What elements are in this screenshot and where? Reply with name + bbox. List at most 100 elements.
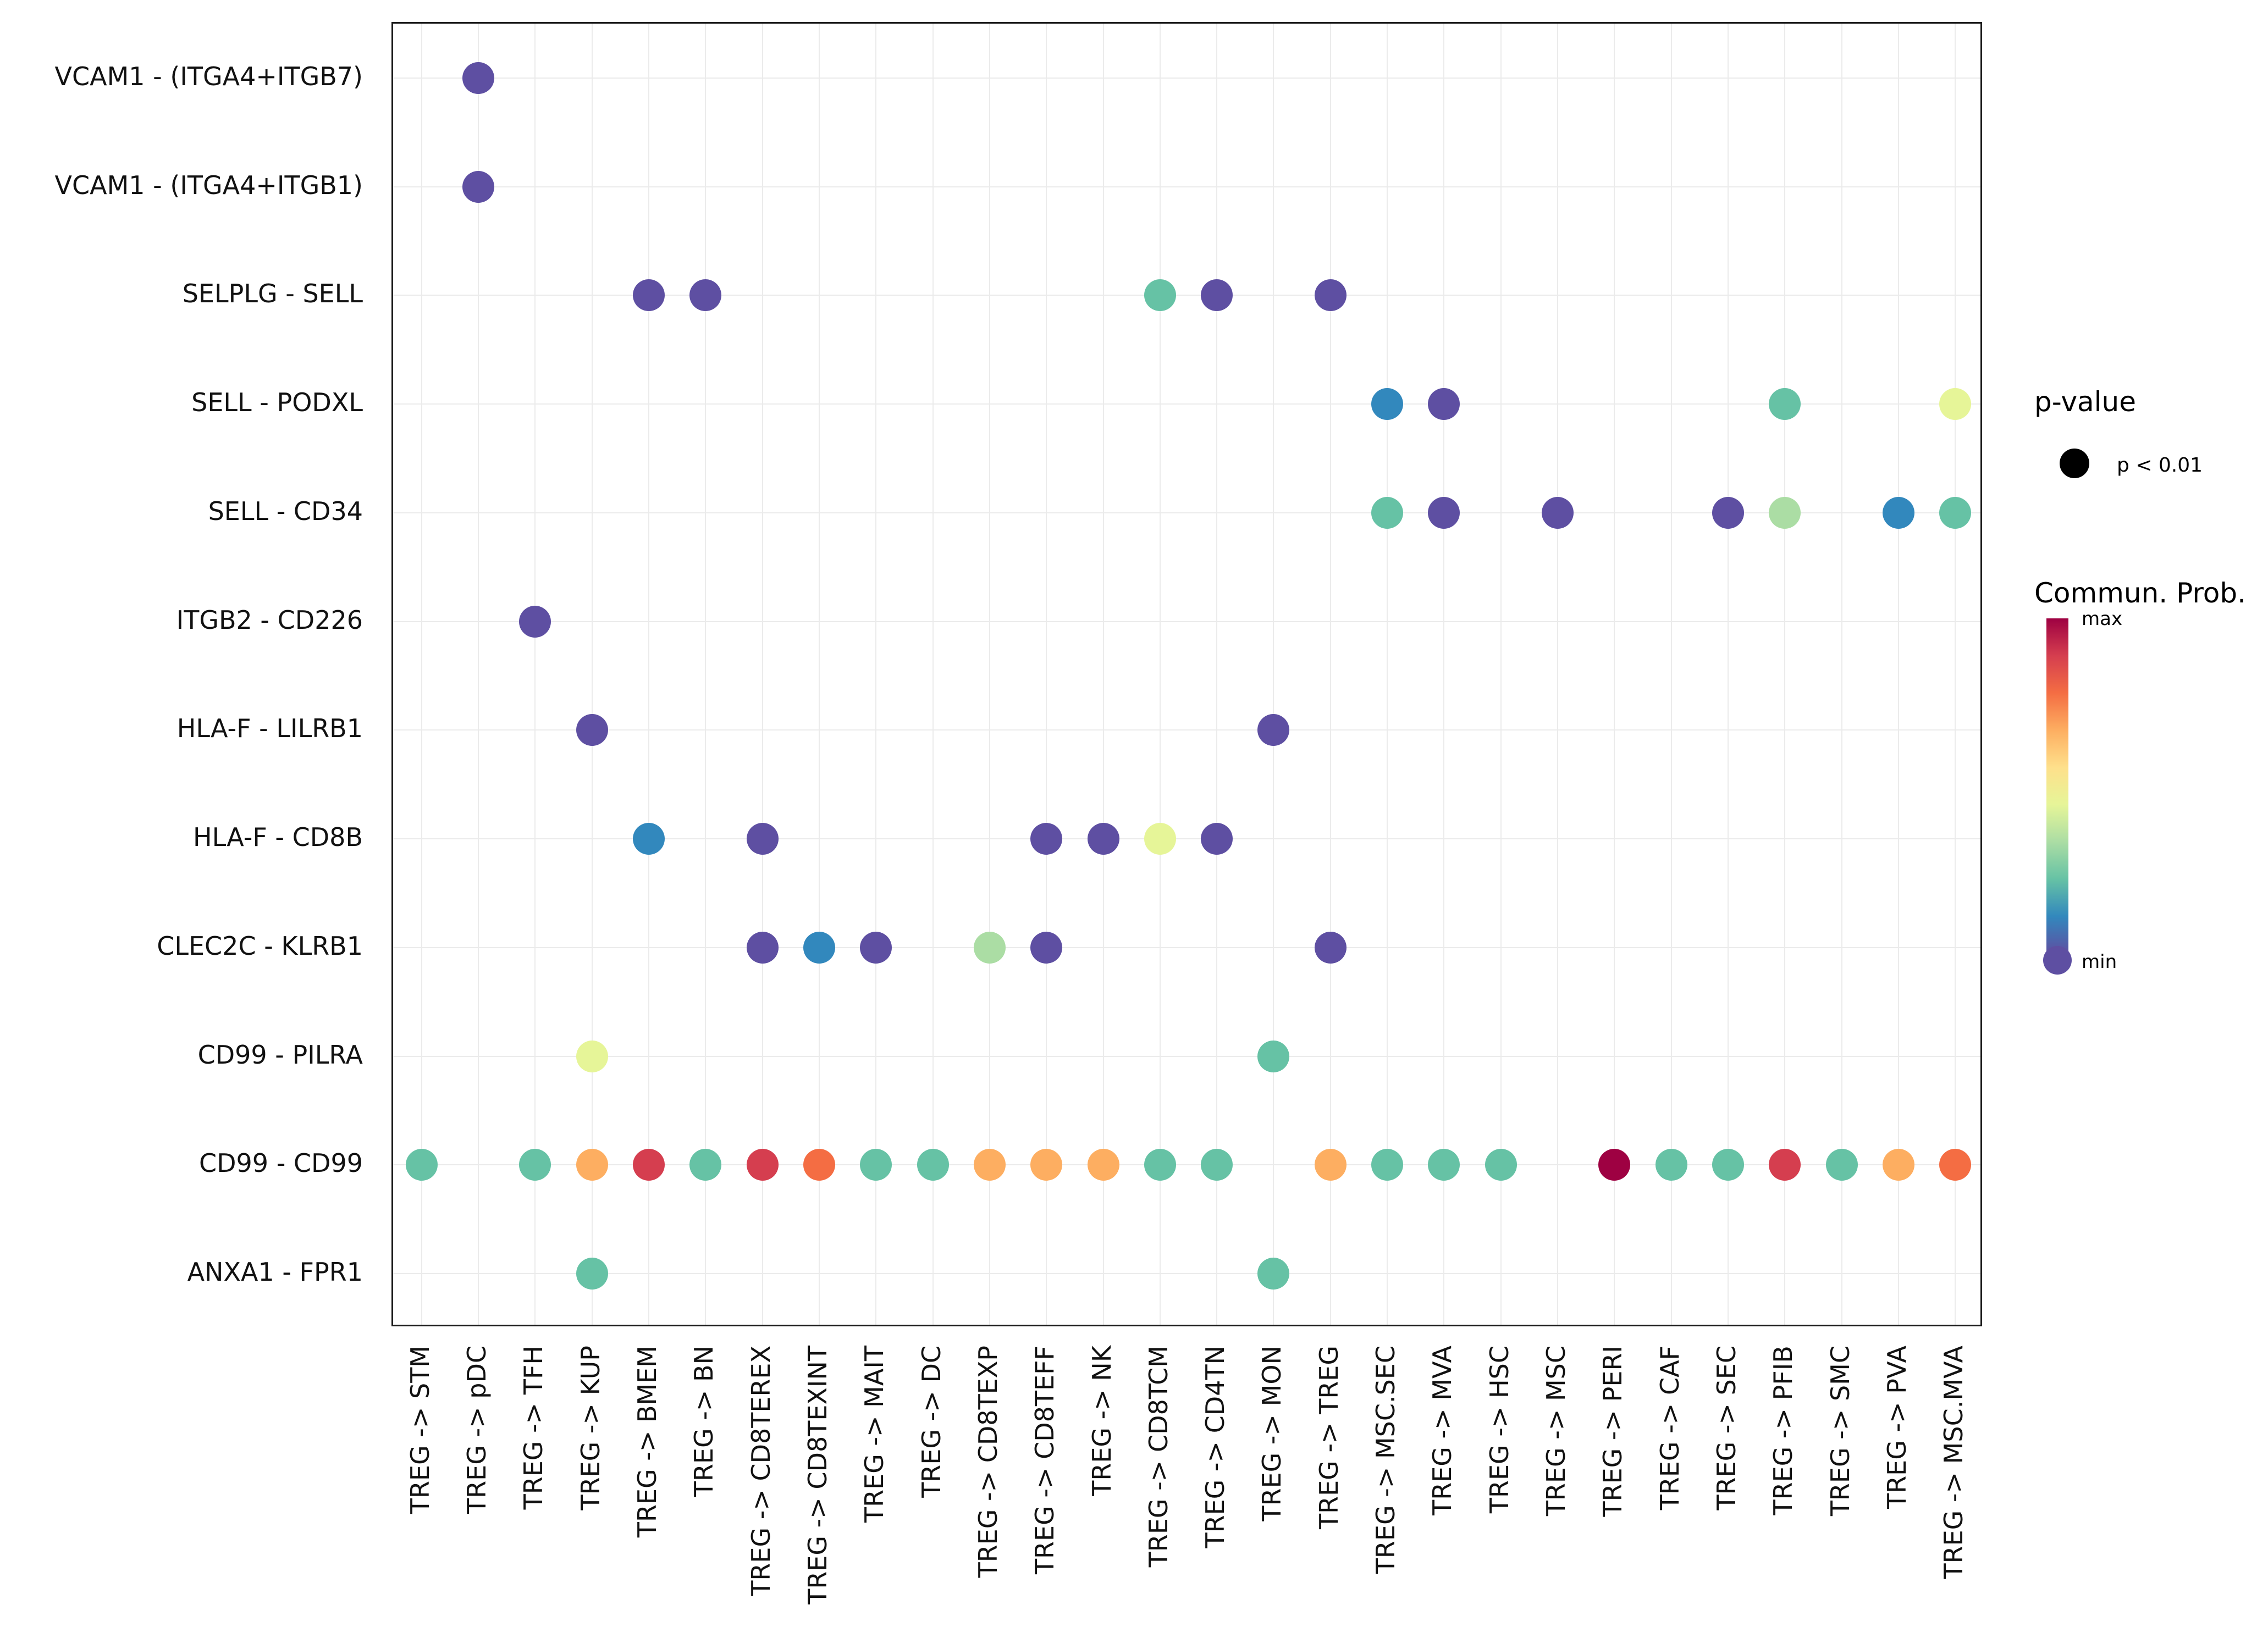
data-point (1087, 823, 1119, 855)
data-point (803, 931, 835, 964)
gridline-vertical (1784, 24, 1786, 1325)
pvalue-legend-title: p-value (2034, 386, 2137, 418)
y-axis-label: CD99 - PILRA (197, 1039, 363, 1070)
data-point (1825, 1149, 1858, 1181)
data-point (632, 823, 665, 855)
y-axis-label: VCAM1 - (ITGA4+ITGB1) (54, 170, 363, 200)
gridline-horizontal (393, 1273, 1980, 1275)
data-point (1542, 496, 1574, 529)
data-point (1201, 279, 1233, 312)
data-point (973, 931, 1006, 964)
y-axis-label: ITGB2 - CD226 (176, 605, 363, 635)
gridline-vertical (1614, 24, 1615, 1325)
gridline-vertical (1500, 24, 1502, 1325)
gridline-vertical (761, 24, 763, 1325)
x-axis-label: TREG -> TREG (1314, 1346, 1344, 1529)
x-axis-label: TREG -> DC (916, 1346, 946, 1498)
data-point (1144, 823, 1176, 855)
gridline-vertical (705, 24, 707, 1325)
gridline-vertical (1329, 24, 1331, 1325)
data-point (1883, 1149, 1915, 1181)
data-point (860, 1149, 892, 1181)
gridline-horizontal (393, 1164, 1980, 1166)
data-point (1030, 931, 1063, 964)
data-point (576, 1258, 608, 1290)
data-point (576, 1149, 608, 1181)
x-axis-label: TREG -> MVA (1427, 1346, 1458, 1515)
data-point (1201, 1149, 1233, 1181)
data-point (1883, 496, 1915, 529)
data-point (1314, 931, 1347, 964)
x-axis-label: TREG -> MSC (1541, 1346, 1571, 1517)
x-axis-label: TREG -> KUP (575, 1346, 605, 1510)
data-point (746, 823, 779, 855)
x-axis-label: TREG -> PVA (1882, 1346, 1912, 1509)
data-point (632, 279, 665, 312)
data-point (1485, 1149, 1517, 1181)
data-point (1428, 1149, 1460, 1181)
x-axis-label: TREG -> TFH (518, 1346, 549, 1510)
x-axis-label: TREG -> MAIT (859, 1346, 890, 1523)
data-point (632, 1149, 665, 1181)
data-point (1769, 1149, 1801, 1181)
x-axis-label: TREG -> HSC (1484, 1346, 1514, 1514)
plot-area (391, 22, 1982, 1326)
data-point (1939, 496, 1972, 529)
data-point (1769, 496, 1801, 529)
gridline-vertical (534, 24, 536, 1325)
gridline-horizontal (393, 729, 1980, 731)
data-point (1371, 388, 1404, 420)
x-axis-label: TREG -> CD8TCM (1143, 1346, 1173, 1568)
data-point (1428, 496, 1460, 529)
x-axis-label: TREG -> CD8TEXINT (802, 1346, 832, 1604)
colorbar-gradient (2046, 618, 2068, 954)
x-axis-label: TREG -> CD4TN (1200, 1346, 1230, 1548)
x-axis-label: TREG -> CD8TEREX (746, 1346, 776, 1596)
data-point (1314, 279, 1347, 312)
data-point (1371, 496, 1404, 529)
data-point (1030, 1149, 1063, 1181)
gridline-vertical (477, 24, 479, 1325)
data-point (462, 62, 494, 94)
data-point (1939, 1149, 1972, 1181)
data-point (1712, 496, 1745, 529)
gridline-vertical (1728, 24, 1729, 1325)
gridline-vertical (818, 24, 820, 1325)
gridline-vertical (1670, 24, 1672, 1325)
y-axis-label: SELL - CD34 (208, 496, 363, 526)
data-point (1769, 388, 1801, 420)
data-point (405, 1149, 438, 1181)
x-axis-label: TREG -> STM (405, 1346, 435, 1514)
x-axis-label: TREG -> BMEM (632, 1346, 662, 1538)
gridline-vertical (1443, 24, 1445, 1325)
gridline-vertical (1387, 24, 1388, 1325)
data-point (1314, 1149, 1347, 1181)
pvalue-dot-icon (2060, 449, 2089, 478)
x-axis-label: TREG -> SEC (1712, 1346, 1742, 1510)
data-point (746, 931, 779, 964)
gridline-horizontal (393, 838, 1980, 840)
data-point (689, 279, 722, 312)
data-point (973, 1149, 1006, 1181)
data-point (519, 605, 551, 638)
gridline-vertical (591, 24, 593, 1325)
colorbar-min-label: min (2082, 951, 2117, 973)
gridline-vertical (1102, 24, 1104, 1325)
colorbar-min-dot-icon (2043, 946, 2072, 975)
data-point (1257, 1258, 1290, 1290)
gridline-horizontal (393, 403, 1980, 405)
x-axis-label: TREG -> PFIB (1768, 1346, 1798, 1515)
x-axis-label: TREG -> BN (689, 1346, 719, 1497)
x-axis-label: TREG -> PERI (1598, 1346, 1628, 1517)
gridline-vertical (421, 24, 422, 1325)
gridline-vertical (875, 24, 877, 1325)
gridline-horizontal (393, 512, 1980, 513)
data-point (1371, 1149, 1404, 1181)
y-axis-label: CLEC2C - KLRB1 (157, 931, 363, 961)
data-point (1257, 714, 1290, 746)
data-point (1655, 1149, 1687, 1181)
gridline-horizontal (393, 1055, 1980, 1057)
gridline-horizontal (393, 186, 1980, 187)
gridline-vertical (1898, 24, 1900, 1325)
